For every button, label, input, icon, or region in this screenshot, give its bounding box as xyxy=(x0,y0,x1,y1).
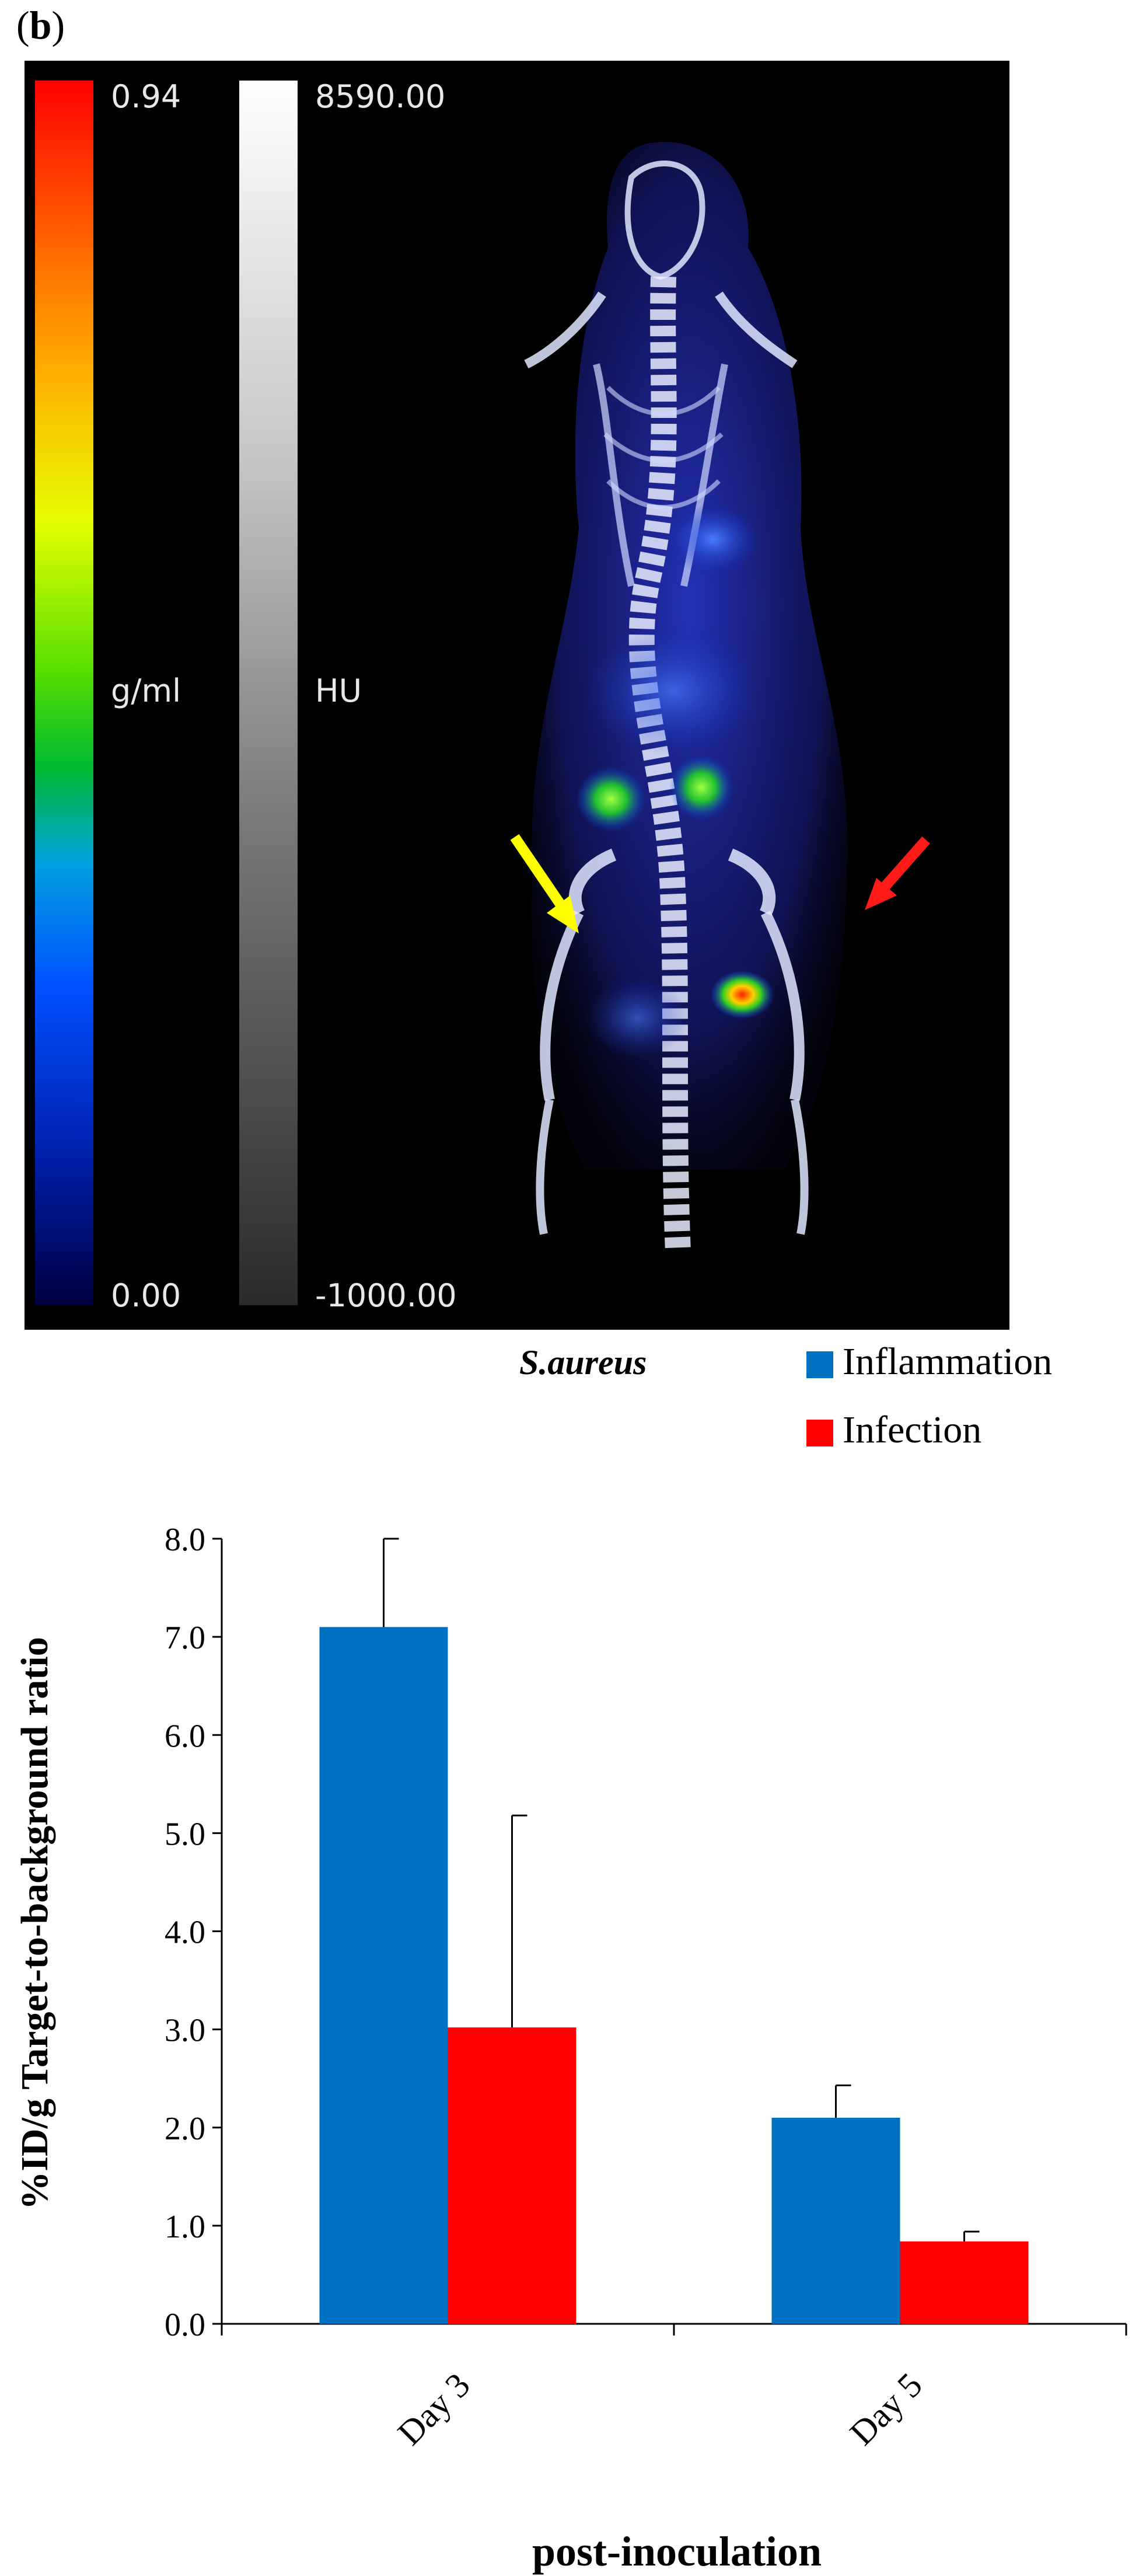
y-tick-label: 0.0 xyxy=(165,2307,205,2343)
hu-unit-label: HU xyxy=(315,672,362,709)
y-tick-label: 5.0 xyxy=(165,1816,205,1852)
conc-min-label: 0.00 xyxy=(111,1277,181,1314)
legend-label-inflammation: Inflammation xyxy=(843,1340,1053,1383)
concentration-colorbar xyxy=(35,81,93,1305)
y-tick-label: 3.0 xyxy=(165,2013,205,2049)
hu-max-label: 8590.00 xyxy=(315,78,446,115)
conc-max-label: 0.94 xyxy=(111,78,181,115)
conc-unit-label: g/ml xyxy=(111,672,181,709)
y-axis-label: %ID/g Target-to-background ratio xyxy=(13,1637,56,2210)
bar-infection-day-3 xyxy=(448,2027,577,2324)
hu-colorbar xyxy=(239,81,298,1305)
x-tick-label: Day 5 xyxy=(843,2365,930,2452)
hu-min-label: -1000.00 xyxy=(315,1277,457,1314)
yellow-arrow-icon xyxy=(510,834,579,933)
bar-infection-day-5 xyxy=(900,2241,1029,2324)
mouse-scan-picture xyxy=(510,142,930,1252)
x-axis-label: post-inoculation xyxy=(532,2528,822,2575)
y-tick-label: 8.0 xyxy=(165,1522,205,1558)
bar-chart: 0.0 1.0 2.0 3.0 4.0 5.0 6.0 7.0 8.0 Day 3 Day 5 xyxy=(165,1522,1127,2452)
y-tick-label: 1.0 xyxy=(165,2209,205,2245)
y-tick-label: 6.0 xyxy=(165,1718,205,1754)
y-tick-label: 4.0 xyxy=(165,1915,205,1951)
bar-inflammation-day-3 xyxy=(319,1627,448,2324)
legend-swatch-inflammation xyxy=(806,1351,833,1378)
species-label: S.aureus xyxy=(519,1343,647,1382)
legend-swatch-infection xyxy=(806,1420,833,1446)
y-tick-label: 2.0 xyxy=(165,2111,205,2147)
red-arrow-icon xyxy=(865,836,930,910)
spect-ct-image: 0.94 g/ml 0.00 8590.00 HU -1000.00 xyxy=(25,61,1009,1330)
bar-inflammation-day-5 xyxy=(771,2117,900,2324)
legend-label-infection: Infection xyxy=(843,1409,982,1451)
x-tick-label: Day 3 xyxy=(390,2365,477,2452)
y-tick-label: 7.0 xyxy=(165,1620,205,1656)
panel-label: (b) xyxy=(16,3,65,47)
